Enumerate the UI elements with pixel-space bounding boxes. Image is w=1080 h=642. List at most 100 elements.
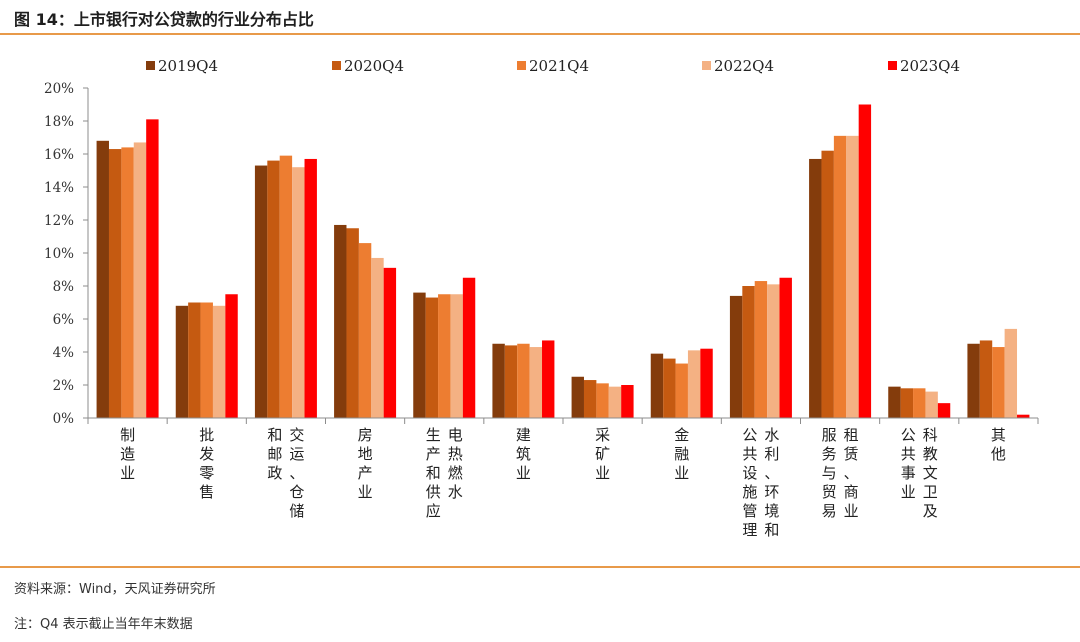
bar-2023Q4-10 [937, 403, 951, 418]
bar-2023Q4-7 [700, 348, 713, 418]
bar-2021Q4-9 [833, 135, 847, 418]
bar-2021Q4-3 [358, 243, 372, 418]
bar-2022Q4-0 [133, 142, 147, 418]
legend-swatch [702, 61, 711, 70]
bar-2021Q4-6 [596, 383, 609, 418]
bar-chart: 2019Q4 2020Q4 2021Q4 2022Q4 2023Q4 0% 2% 4% 6% 8… [44, 57, 1039, 539]
legend-swatch [146, 61, 155, 70]
bar-2019Q4-3 [334, 224, 347, 418]
y-tick-label: 20% [44, 81, 74, 97]
y-tick-label: 18% [44, 114, 74, 130]
x-category-label-column: 租赁、商业 [844, 426, 859, 520]
y-tick-label: 6% [53, 312, 75, 328]
bar-2023Q4-8 [779, 277, 792, 418]
legend-swatch [332, 61, 341, 70]
legend-label: 2022Q4 [714, 57, 774, 75]
x-category-label-column: 采矿业 [595, 426, 610, 482]
bar-2021Q4-4 [438, 294, 451, 418]
footnote: 注：Q4 表示截止当年年末数据 [14, 617, 193, 632]
x-category-label-column: 服务与贸易 [822, 426, 837, 520]
y-tick-label: 2% [53, 378, 75, 394]
x-category-label-column: 科教文卫及 [923, 426, 938, 520]
bar-2023Q4-4 [462, 277, 476, 418]
x-category-label: 采矿业 [595, 426, 610, 482]
legend-swatch [888, 61, 897, 70]
x-category-label: 建筑业 [516, 426, 531, 482]
x-category-label: 房地产业 [358, 426, 373, 501]
bar-2020Q4-8 [742, 286, 755, 418]
legend-entry: 2023Q4 [888, 57, 960, 75]
bar-2020Q4-2 [267, 160, 280, 418]
x-category-label-column: 水利、环境和 [764, 426, 779, 539]
bar-2020Q4-4 [425, 297, 439, 418]
x-category-label: 其他 [991, 426, 1006, 463]
bottom-divider [0, 566, 1080, 568]
x-category-label-column: 交运、仓储 [289, 426, 304, 520]
bar-2019Q4-7 [650, 353, 664, 418]
bar-2023Q4-1 [225, 294, 238, 418]
bar-2022Q4-4 [450, 294, 463, 418]
bar-2019Q4-1 [175, 305, 189, 418]
x-category-label-column: 建筑业 [516, 426, 531, 482]
x-category-label-column: 公共设施管理 [742, 426, 757, 539]
legend-label: 2021Q4 [529, 57, 589, 75]
legend-entry: 2019Q4 [146, 57, 218, 75]
bar-2019Q4-8 [729, 295, 743, 418]
bar-2020Q4-3 [346, 228, 359, 418]
legend-label: 2019Q4 [158, 57, 218, 75]
bar-2019Q4-2 [254, 165, 268, 418]
x-category-label-column: 生产和供应 [426, 426, 441, 520]
bar-2022Q4-9 [846, 135, 859, 418]
x-category-label-column: 和邮政 [267, 426, 282, 482]
bar-2020Q4-11 [979, 340, 993, 418]
x-category-label-column: 金融业 [674, 426, 689, 482]
bar-2021Q4-10 [913, 388, 926, 418]
bar-2021Q4-2 [279, 155, 293, 418]
bar-2019Q4-11 [967, 343, 980, 418]
bar-2019Q4-6 [571, 376, 584, 418]
x-category-label: 批发零售 [199, 426, 214, 501]
bar-2020Q4-1 [188, 302, 201, 418]
y-tick-label: 4% [53, 345, 75, 361]
y-axis: 0% 2% 4% 6% 8% 10% 12% 14% 16% 18% 20% [44, 81, 89, 427]
bar-2022Q4-7 [687, 350, 701, 418]
bar-2023Q4-9 [858, 104, 872, 418]
bar-2021Q4-1 [200, 302, 213, 418]
bar-2022Q4-6 [608, 386, 622, 418]
bar-2022Q4-2 [292, 167, 305, 418]
bar-2019Q4-10 [888, 386, 901, 418]
top-divider [0, 33, 1080, 35]
bar-2021Q4-11 [992, 347, 1005, 418]
bar-2022Q4-10 [925, 391, 938, 418]
legend-entry: 2022Q4 [702, 57, 774, 75]
bar-2020Q4-6 [583, 380, 597, 418]
bar-2020Q4-7 [663, 358, 676, 418]
x-category-label-column: 其他 [991, 426, 1006, 463]
bar-2020Q4-10 [900, 388, 914, 418]
x-category-label: 金融业 [674, 426, 689, 482]
y-tick-label: 10% [44, 246, 74, 262]
x-category-label-column: 电热燃水 [448, 426, 463, 501]
y-tick-label: 14% [44, 180, 74, 196]
bar-2022Q4-3 [371, 257, 384, 418]
page-title: 图 14：上市银行对公贷款的行业分布占比 [14, 10, 314, 29]
bar-2022Q4-11 [1004, 328, 1018, 418]
chart-legend: 2019Q4 2020Q4 2021Q4 2022Q4 2023Q4 [146, 57, 960, 75]
source-note: 资料来源：Wind，天风证券研究所 [14, 582, 216, 597]
y-tick-label: 12% [44, 213, 74, 229]
x-category-label: 制造业 [120, 426, 135, 482]
bar-2023Q4-0 [146, 119, 159, 418]
x-category-label-column: 公共事业 [901, 426, 916, 501]
bar-2023Q4-11 [1017, 414, 1030, 418]
bar-2021Q4-5 [517, 343, 530, 418]
x-category-label-column: 制造业 [120, 426, 135, 482]
bar-2021Q4-8 [754, 281, 768, 418]
bar-2023Q4-3 [383, 267, 397, 418]
bar-2019Q4-4 [413, 292, 426, 418]
bar-2022Q4-1 [212, 305, 226, 418]
bar-2021Q4-7 [675, 363, 688, 418]
bar-2023Q4-2 [304, 158, 317, 418]
